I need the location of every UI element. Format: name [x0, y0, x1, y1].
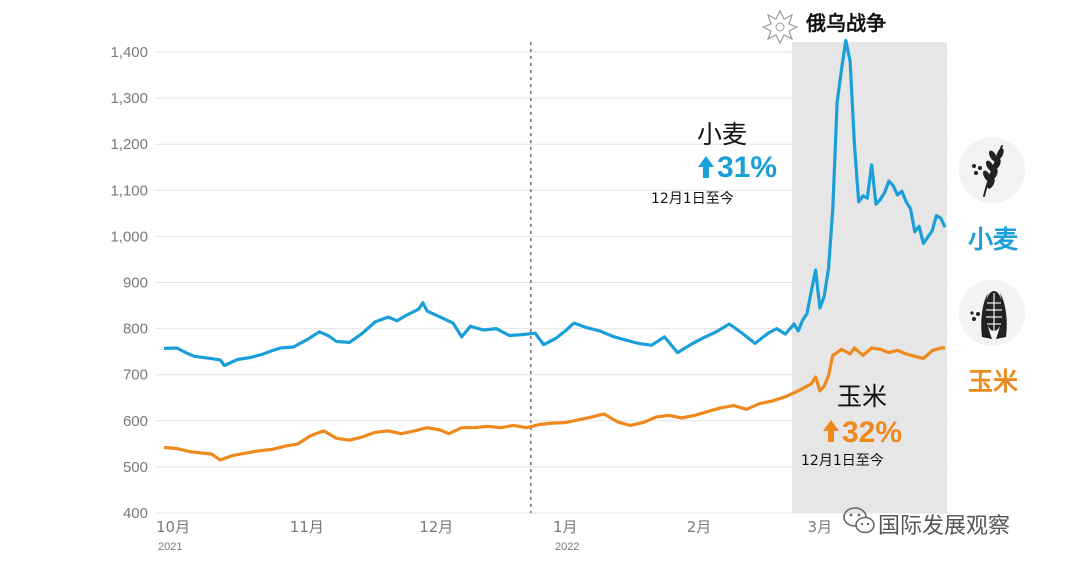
y-tick-label: 1,200: [110, 136, 148, 153]
corn-annotation-name: 玉米: [837, 382, 887, 411]
x-tick-year: 2021: [158, 541, 182, 553]
wheat-icon: [959, 137, 1025, 203]
corn-change-pct: 32%: [842, 416, 902, 449]
watermark-text: 国际发展观察: [878, 514, 1010, 539]
y-axis-ticks: 400 500 600 700 800 900 1,000 1,100 1,200 1,300 1,…: [110, 44, 148, 522]
y-tick-label: 1,000: [110, 228, 148, 245]
event-label-war: 俄乌战争: [805, 11, 886, 35]
wheat-annotation-name: 小麦: [697, 120, 747, 149]
explosion-icon: [761, 9, 799, 45]
x-tick-label: 10月: [156, 518, 190, 536]
x-tick-label: 3月: [808, 518, 833, 536]
corn-arrow-up-icon: [823, 420, 839, 442]
y-tick-label: 500: [123, 459, 148, 476]
wheat-arrow-up-icon: [698, 156, 714, 178]
y-tick-label: 900: [123, 275, 148, 292]
corn-price-line: [163, 346, 945, 462]
y-tick-label: 400: [123, 505, 148, 522]
x-tick-label: 11月: [290, 518, 324, 536]
x-tick-label: 1月: [553, 518, 578, 536]
y-tick-label: 600: [123, 413, 148, 430]
wheat-price-line: [163, 38, 947, 368]
corn-icon: [959, 280, 1025, 346]
corn-since-label: 12月1日至今: [801, 453, 884, 469]
wechat-icon: [843, 507, 875, 534]
x-tick-label: 12月: [419, 518, 453, 536]
x-axis-ticks: 10月 2021 11月 12月 1月 2022 2月 3月: [156, 518, 832, 553]
corn-legend-label: 玉米: [968, 367, 1019, 396]
y-tick-label: 700: [123, 367, 148, 384]
wheat-legend-label: 小麦: [968, 225, 1019, 254]
gridlines: [155, 51, 948, 514]
wheat-change-pct: 31%: [717, 151, 777, 184]
y-tick-label: 1,400: [110, 44, 148, 61]
wheat-since-label: 12月1日至今: [651, 191, 734, 207]
y-tick-label: 800: [123, 321, 148, 338]
y-tick-label: 1,100: [110, 182, 148, 199]
y-tick-label: 1,300: [110, 90, 148, 107]
x-tick-label: 2月: [687, 518, 712, 536]
x-tick-year: 2022: [555, 541, 579, 553]
